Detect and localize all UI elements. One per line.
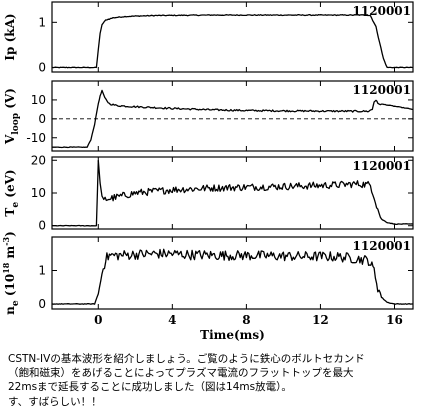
y-tick-label: 0 [38, 60, 46, 74]
shot-number: 1120001 [353, 83, 411, 97]
y-axis-label: ne (1018 m-3) [1, 231, 21, 315]
shot-number: 1120001 [353, 4, 411, 18]
y-tick-label: 0 [38, 112, 46, 126]
plot-frame [51, 1, 414, 73]
x-tick-label: 8 [242, 313, 250, 327]
shot-number: 1120001 [353, 239, 411, 253]
y-tick-label: 10 [31, 93, 46, 107]
panel-3: 0 10 20 1120001 Te (eV) [3, 153, 414, 233]
series-line [51, 159, 414, 227]
panel-2: -10 0 10 1120001 Vloop (V) [3, 80, 414, 152]
x-tick-label: 12 [312, 313, 329, 327]
x-tick-label: 0 [94, 313, 102, 327]
x-axis-label: Time(ms) [200, 328, 265, 342]
x-tick-label: 16 [386, 313, 403, 327]
series-line [51, 248, 413, 305]
x-tick-label: 4 [168, 313, 176, 327]
y-tick-label: 1 [38, 263, 46, 277]
y-tick-label: -10 [26, 131, 46, 145]
y-tick-label: 20 [31, 153, 46, 167]
shot-number: 1120001 [353, 159, 411, 173]
caption-line-2: （飽和磁束）をあげることによってプラズマ電流のフラットトップを最大 [8, 367, 354, 380]
y-axis-label: Ip (kA) [3, 13, 17, 60]
y-tick-label: 0 [38, 297, 46, 311]
caption: CSTN-IVの基本波形を紹介しましょう。ご覧のように鉄心のボルトセカンド （飽… [8, 352, 424, 409]
y-axis-label: Te (eV) [3, 169, 21, 216]
y-tick-label: 1 [38, 15, 46, 29]
caption-line-4: す、すばらしい！！ [8, 395, 102, 408]
plot-frame [51, 80, 414, 152]
y-tick-label: 0 [38, 219, 46, 233]
series-line [51, 89, 414, 149]
y-tick-label: 10 [31, 186, 46, 200]
panel-4: 0 1 0 4 8 12 16 1120001 ne (1018 m-3) Time(ms) [1, 231, 414, 342]
series-line [51, 14, 414, 69]
caption-line-3: 22msまで延長することに成功しました（図は14ms放電）。 [8, 381, 292, 394]
plot-frame [51, 236, 414, 310]
caption-line-1: CSTN-IVの基本波形を紹介しましょう。ご覧のように鉄心のボルトセカンド [8, 353, 365, 365]
y-axis-label: Vloop (V) [3, 88, 21, 145]
panel-1: 0 1 1120001 Ip (kA) [3, 1, 414, 74]
